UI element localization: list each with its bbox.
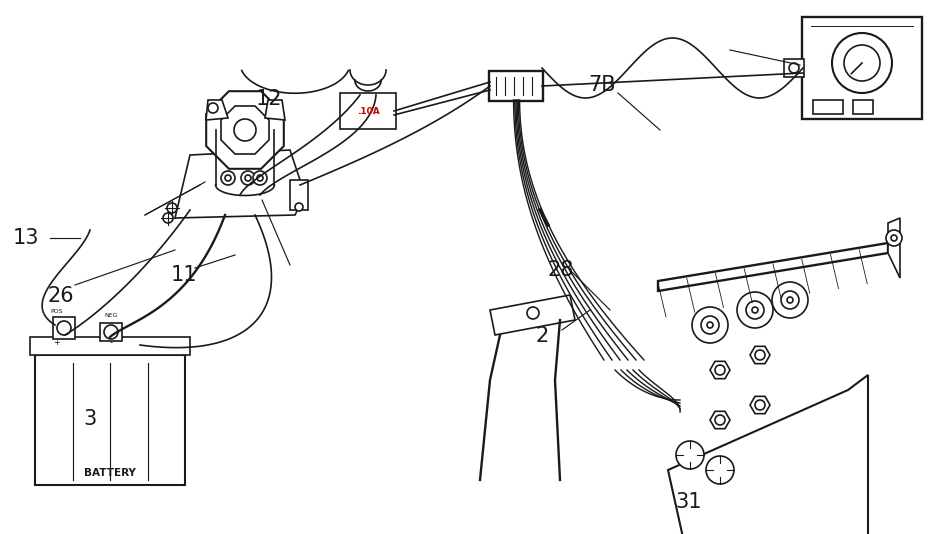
- Polygon shape: [668, 375, 868, 534]
- Circle shape: [715, 415, 725, 425]
- Polygon shape: [710, 411, 730, 429]
- Text: 31: 31: [675, 492, 702, 512]
- Bar: [30, 337, 190, 355]
- Text: NEG: NEG: [105, 313, 118, 318]
- Text: -: -: [109, 338, 112, 347]
- Circle shape: [57, 321, 71, 335]
- Circle shape: [253, 171, 267, 185]
- Text: 26: 26: [48, 286, 74, 307]
- Bar: [100, 323, 122, 341]
- Circle shape: [752, 307, 758, 313]
- Circle shape: [163, 213, 173, 223]
- Circle shape: [706, 456, 734, 484]
- Bar: [290, 180, 308, 210]
- Polygon shape: [490, 295, 575, 335]
- Text: +: +: [54, 338, 60, 347]
- Circle shape: [692, 307, 728, 343]
- FancyBboxPatch shape: [340, 93, 396, 129]
- Text: 3: 3: [83, 409, 96, 429]
- Polygon shape: [750, 396, 770, 414]
- Text: 11: 11: [171, 265, 197, 285]
- Bar: [853, 100, 873, 114]
- Circle shape: [789, 63, 799, 73]
- Polygon shape: [175, 150, 305, 218]
- Circle shape: [781, 291, 799, 309]
- Circle shape: [787, 297, 793, 303]
- Polygon shape: [265, 100, 285, 120]
- Polygon shape: [750, 347, 770, 364]
- Circle shape: [737, 292, 773, 328]
- Polygon shape: [207, 91, 284, 169]
- Circle shape: [527, 307, 539, 319]
- Bar: [53, 317, 75, 339]
- Polygon shape: [888, 218, 900, 278]
- Polygon shape: [221, 106, 269, 154]
- Circle shape: [886, 230, 902, 246]
- Circle shape: [245, 175, 251, 181]
- Circle shape: [746, 301, 764, 319]
- Circle shape: [832, 33, 892, 93]
- Circle shape: [891, 235, 897, 241]
- Polygon shape: [710, 362, 730, 379]
- Circle shape: [844, 45, 880, 81]
- Text: .10A: .10A: [356, 106, 379, 115]
- Text: 2: 2: [536, 326, 549, 347]
- Circle shape: [257, 175, 263, 181]
- Text: 12: 12: [256, 89, 282, 109]
- Polygon shape: [206, 100, 228, 120]
- Circle shape: [225, 175, 231, 181]
- Circle shape: [772, 282, 808, 318]
- Circle shape: [234, 119, 256, 141]
- Circle shape: [241, 171, 255, 185]
- Text: 7B: 7B: [587, 75, 616, 96]
- Text: POS: POS: [51, 309, 63, 314]
- FancyBboxPatch shape: [489, 71, 543, 101]
- Text: 13: 13: [13, 227, 40, 248]
- Circle shape: [715, 365, 725, 375]
- Text: 28: 28: [548, 260, 574, 280]
- Circle shape: [701, 316, 719, 334]
- Bar: [813, 100, 843, 114]
- Circle shape: [167, 203, 177, 213]
- FancyBboxPatch shape: [802, 17, 922, 119]
- Circle shape: [755, 400, 765, 410]
- FancyBboxPatch shape: [784, 59, 804, 77]
- Circle shape: [208, 103, 218, 113]
- Circle shape: [676, 441, 704, 469]
- Polygon shape: [658, 243, 888, 291]
- FancyBboxPatch shape: [35, 355, 185, 485]
- Circle shape: [104, 325, 118, 339]
- Circle shape: [755, 350, 765, 360]
- Text: BATTERY: BATTERY: [84, 468, 136, 478]
- Circle shape: [221, 171, 235, 185]
- Circle shape: [295, 203, 303, 211]
- Circle shape: [707, 322, 713, 328]
